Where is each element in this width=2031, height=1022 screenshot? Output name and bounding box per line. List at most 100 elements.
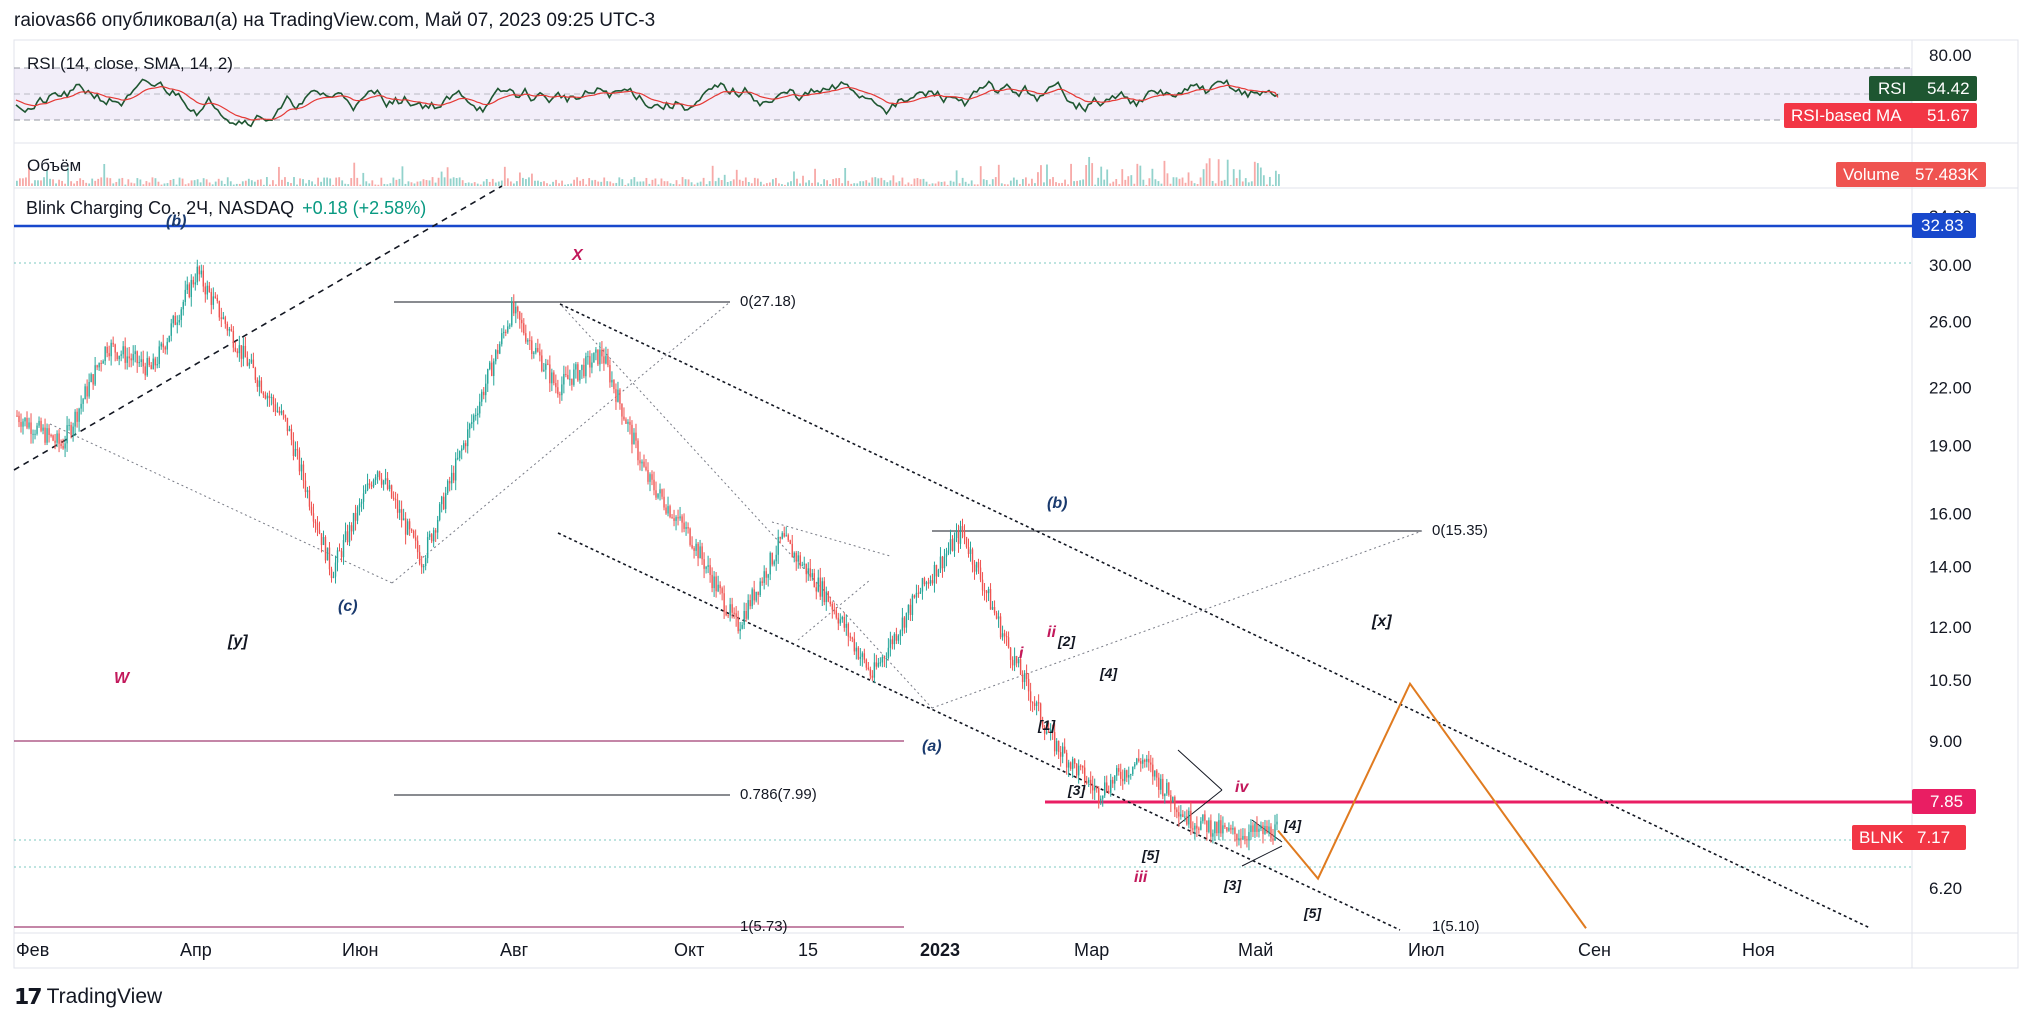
candle-body bbox=[382, 480, 385, 485]
candle-body bbox=[50, 434, 52, 436]
volume-bar bbox=[720, 180, 723, 186]
candle-body bbox=[1073, 758, 1076, 764]
volume-bar bbox=[558, 183, 560, 186]
volume-bar bbox=[422, 179, 425, 186]
candle-body bbox=[925, 582, 928, 585]
candle-body bbox=[523, 323, 525, 334]
volume-bar bbox=[1021, 179, 1024, 186]
time-axis-label: Фев bbox=[16, 940, 49, 960]
wave-label: [x] bbox=[1371, 613, 1392, 630]
volume-bar bbox=[738, 179, 741, 186]
volume-bar bbox=[350, 178, 353, 186]
candle-body bbox=[1190, 810, 1192, 829]
candle-body bbox=[801, 564, 803, 566]
candle-body bbox=[993, 607, 996, 613]
candle-body bbox=[1035, 702, 1038, 706]
candle-body bbox=[657, 493, 659, 498]
tradingview-logo[interactable]: 𝟭𝟳 TradingView bbox=[14, 984, 162, 1010]
volume-bar bbox=[597, 181, 600, 186]
candle-body bbox=[1208, 820, 1210, 832]
volume-bar bbox=[588, 178, 591, 186]
volume-bar bbox=[726, 182, 729, 186]
volume-bar bbox=[449, 178, 452, 186]
volume-bar bbox=[16, 180, 18, 186]
volume-bar bbox=[181, 178, 184, 186]
candle-body bbox=[60, 443, 62, 447]
candle-body bbox=[605, 356, 607, 364]
volume-bar bbox=[765, 183, 768, 186]
volume-bar bbox=[1145, 184, 1148, 186]
forecast-path[interactable] bbox=[1277, 681, 1587, 929]
time-axis[interactable]: Фев Апр Июн Авг Окт 15 2023 Мар Май Июл Сен Ноя bbox=[16, 940, 1775, 960]
volume-bar bbox=[175, 184, 178, 186]
volume-bar bbox=[723, 174, 726, 186]
volume-legend[interactable]: Объём bbox=[27, 156, 81, 175]
volume-bar bbox=[109, 178, 112, 186]
channel-lower-line[interactable] bbox=[557, 532, 1401, 931]
candle-body bbox=[334, 562, 337, 577]
volume-bar bbox=[922, 178, 925, 186]
trend-line-dashed[interactable] bbox=[13, 185, 503, 471]
candle-body bbox=[1027, 678, 1030, 692]
volume-bar bbox=[561, 180, 563, 186]
candle-body bbox=[1037, 702, 1040, 704]
volume-bar bbox=[856, 183, 859, 186]
price-axis-tick: 30.00 bbox=[1929, 256, 1972, 275]
candle-body bbox=[1260, 825, 1262, 829]
volume-pane: Объём Volume 57.483K bbox=[16, 156, 1986, 187]
volume-bar bbox=[479, 184, 482, 186]
time-axis-label: Ноя bbox=[1742, 940, 1775, 960]
candle-body bbox=[1258, 828, 1260, 832]
candle-body bbox=[180, 309, 182, 321]
volume-bar bbox=[594, 179, 597, 186]
volume-bar bbox=[654, 178, 657, 186]
candle-body bbox=[655, 490, 657, 498]
candle-body bbox=[418, 552, 421, 564]
wave-connector bbox=[561, 305, 933, 709]
volume-bar bbox=[753, 177, 756, 186]
candle-body bbox=[1116, 768, 1118, 776]
volume-bar bbox=[368, 183, 371, 186]
time-axis-label: Окт bbox=[674, 940, 704, 960]
volume-bar bbox=[1115, 179, 1118, 186]
volume-bar bbox=[214, 181, 217, 186]
candle-body bbox=[709, 565, 711, 575]
volume-bar bbox=[630, 179, 633, 186]
candle-body bbox=[939, 556, 942, 570]
candle-body bbox=[158, 346, 160, 365]
symbol-legend[interactable]: Blink Charging Co., 2Ч, NASDAQ +0.18 (+2.… bbox=[26, 198, 426, 219]
candle-body bbox=[400, 509, 403, 521]
time-axis-label: 15 bbox=[798, 940, 818, 960]
volume-bar bbox=[1268, 176, 1271, 186]
candle-body bbox=[693, 548, 695, 551]
volume-bar bbox=[681, 177, 684, 186]
candle-body bbox=[829, 601, 831, 604]
candle-body bbox=[965, 536, 968, 548]
volume-bar bbox=[1112, 181, 1115, 186]
candle-body bbox=[651, 474, 653, 480]
volume-bar bbox=[528, 177, 530, 186]
time-axis-label: Мар bbox=[1074, 940, 1109, 960]
volume-bar bbox=[1223, 179, 1226, 186]
volume-bar bbox=[790, 181, 792, 186]
candle-body bbox=[633, 432, 635, 445]
candle-body bbox=[889, 639, 892, 648]
candle-body bbox=[394, 498, 397, 501]
candle-body bbox=[138, 361, 140, 364]
candle-body bbox=[711, 574, 713, 589]
volume-bar bbox=[699, 181, 702, 186]
candle-body bbox=[174, 315, 176, 325]
volume-badge-value: 57.483K bbox=[1915, 165, 1979, 184]
volume-bar bbox=[452, 177, 455, 186]
candle-body bbox=[1001, 633, 1004, 638]
volume-bar bbox=[341, 180, 344, 186]
volume-bar bbox=[537, 180, 539, 186]
rsi-legend[interactable]: RSI (14, close, SMA, 14, 2) bbox=[27, 54, 233, 73]
candle-body bbox=[148, 357, 150, 366]
volume-bar bbox=[317, 177, 319, 186]
candle-body bbox=[599, 349, 601, 365]
volume-bar bbox=[1097, 177, 1100, 186]
channel-upper-line[interactable] bbox=[559, 303, 1871, 929]
candle-body bbox=[463, 443, 465, 449]
